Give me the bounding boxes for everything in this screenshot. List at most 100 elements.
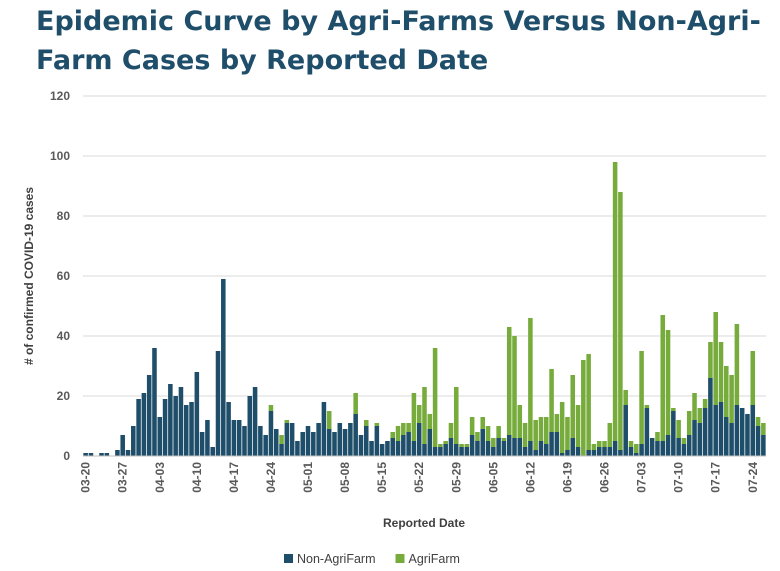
bar-segment [665,435,671,456]
bar-segment [321,402,327,456]
bar-segment [506,435,512,456]
bar-segment [342,429,348,456]
x-tick-label: 07-10 [672,462,686,493]
bar-segment [522,423,528,447]
bar-segment [623,390,628,405]
bar-segment [464,447,470,456]
bar-segment [432,447,438,456]
bar-segment [480,417,486,429]
bar-segment [104,453,110,456]
bar-segment [697,423,703,456]
bar-segment [221,279,226,456]
bar-segment [99,453,104,456]
bar-segment [708,342,713,378]
bar-segment [702,399,708,408]
bar-segment [607,447,613,456]
x-tick-label: 06-12 [523,462,537,493]
bar-segment [602,447,607,456]
bar-segment [459,444,464,447]
bar-segment [681,444,687,456]
bar-segment [538,441,544,456]
y-tick-label: 60 [57,269,71,283]
bar-segment [316,423,321,456]
bar-segment [284,420,290,423]
bar-segment [761,435,766,456]
x-tick-label: 07-03 [635,462,649,493]
bar-segment [448,423,454,438]
bar-segment [570,438,576,456]
bar-segment [676,420,681,438]
bar-segment [692,393,697,420]
bar-segment [337,423,343,456]
bar-segment [575,447,581,456]
bar-segment [565,417,570,450]
bar-segment [475,441,480,456]
bar-segment [210,447,215,456]
bar-segment [739,408,745,456]
bar-segment [443,444,448,456]
bar-segment [295,441,300,456]
bar-segment [559,402,565,453]
bar-segment [363,420,369,426]
x-tick-label: 03-27 [116,462,130,493]
bar-segment [729,375,734,423]
x-tick-label: 07-24 [746,462,760,493]
bar-segment [607,423,613,447]
bar-segment [453,444,459,456]
bar-segment [485,426,491,441]
y-tick-label: 80 [57,209,71,223]
bar-segment [750,405,756,456]
bar-segment [517,405,523,438]
y-tick-label: 40 [57,329,71,343]
bar-segment [554,432,560,456]
bar-segment [506,327,512,435]
bar-segment [284,423,290,456]
bar-segment [379,444,385,456]
bar-segment [88,453,94,456]
bar-segment [416,423,422,456]
bar-segment [591,444,597,450]
bar-segment [422,444,427,456]
bar-segment [755,426,761,456]
x-tick-label: 05-15 [375,462,389,493]
bar-segment [485,441,491,456]
bar-segment [686,435,692,456]
bar-segment [549,432,554,456]
bar-segment [586,354,591,450]
bar-segment [612,162,618,441]
bar-segment [183,405,189,456]
bar-segment [570,375,576,438]
bar-segment [242,426,247,456]
bar-segment [263,435,268,456]
x-tick-label: 04-24 [264,462,278,493]
bar-segment [660,441,666,456]
bar-segment [713,405,718,456]
bar-segment [761,423,766,435]
bar-segment [618,192,623,450]
x-tick-label: 04-03 [153,462,167,493]
bar-segment [602,441,607,447]
bar-segment [268,405,274,411]
bar-segment [649,438,655,456]
bar-segment [755,417,761,426]
bar-segment [311,432,316,456]
bar-segment [390,432,396,438]
bar-segment [517,438,523,456]
bar-segment [575,405,581,447]
bar-segment [491,447,496,456]
bar-segment [115,450,120,456]
bar-segment [591,450,597,456]
bar-segment [305,426,311,456]
bar-segment [141,393,147,456]
bar-segment [395,426,401,441]
x-axis-ticks: 03-20 03-27 04-03 04-10 04-17 04-24 05-01 05-08… [79,462,760,493]
bar-segment [459,447,464,456]
bar-segment [544,417,549,444]
bar-segment [496,438,501,456]
bar-segment [448,438,454,456]
y-axis-label: # of confirmed COVID-19 cases [22,187,36,365]
legend-label: AgriFarm [409,552,460,566]
bar-segment [205,420,210,456]
y-tick-label: 0 [63,449,70,463]
bar-segment [724,366,729,417]
